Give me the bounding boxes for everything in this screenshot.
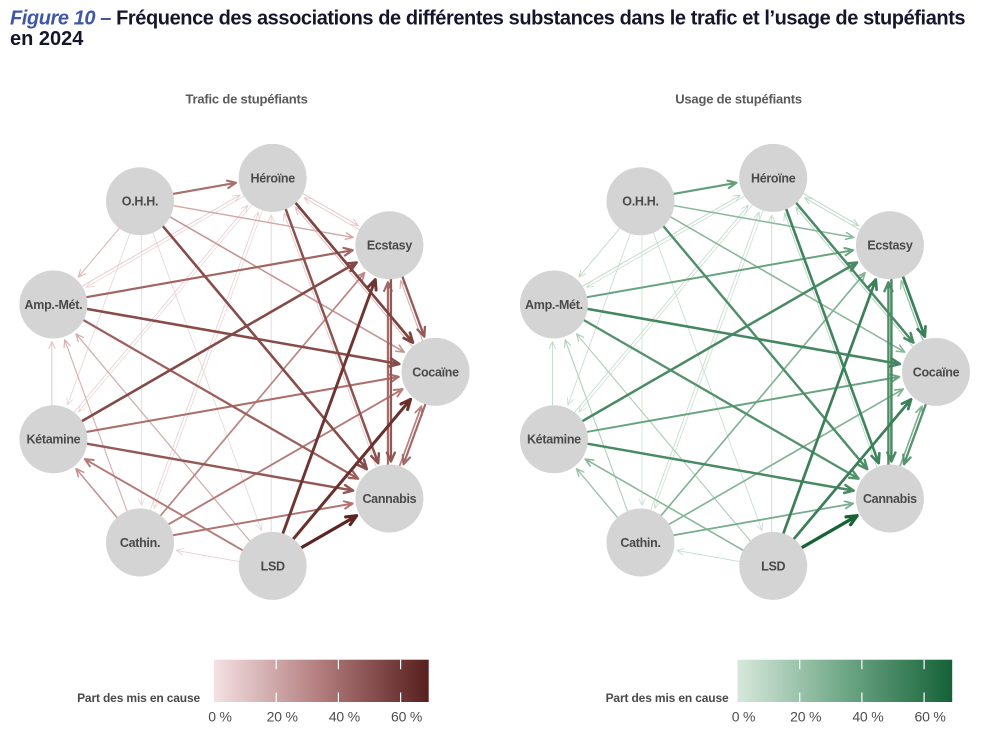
svg-text:60 %: 60 % [915,709,946,725]
svg-text:Cocaïne: Cocaïne [412,365,459,379]
svg-text:Cathin.: Cathin. [620,536,660,550]
svg-text:Ecstasy: Ecstasy [367,239,413,253]
svg-text:Cannabis: Cannabis [362,492,416,506]
svg-text:Cocaïne: Cocaïne [913,365,960,379]
svg-text:0 %: 0 % [208,709,232,725]
svg-text:Usage de stupéfiants: Usage de stupéfiants [675,92,802,107]
svg-text:O.H.H.: O.H.H. [122,195,158,209]
svg-text:Héroïne: Héroïne [751,171,796,185]
svg-text:Kétamine: Kétamine [26,433,80,447]
svg-text:Part des mis en cause: Part des mis en cause [77,691,200,705]
svg-text:Cathin.: Cathin. [120,536,160,550]
svg-text:Amp.-Mét.: Amp.-Mét. [525,298,583,312]
svg-text:40 %: 40 % [852,709,883,725]
svg-text:20 %: 20 % [790,709,821,725]
svg-text:Amp.-Mét.: Amp.-Mét. [25,298,83,312]
svg-text:en 2024: en 2024 [10,28,84,50]
svg-text:LSD: LSD [761,559,785,573]
svg-text:40 %: 40 % [329,709,360,725]
svg-text:0 %: 0 % [732,709,756,725]
svg-text:20 %: 20 % [267,709,298,725]
svg-text:O.H.H.: O.H.H. [622,195,658,209]
svg-text:LSD: LSD [261,559,285,573]
svg-text:Ecstasy: Ecstasy [867,239,913,253]
svg-text:Trafic de stupéfiants: Trafic de stupéfiants [185,92,307,107]
svg-text:Cannabis: Cannabis [863,492,917,506]
svg-text:Figure 10 – Fréquence des asso: Figure 10 – Fréquence des associations d… [10,8,965,30]
svg-text:Part des mis en cause: Part des mis en cause [606,691,729,705]
svg-text:Héroïne: Héroïne [250,171,295,185]
svg-text:60 %: 60 % [391,709,422,725]
svg-text:Kétamine: Kétamine [527,433,581,447]
